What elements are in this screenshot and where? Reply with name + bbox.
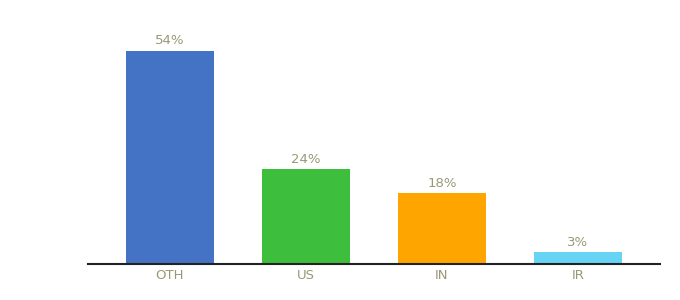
Bar xyxy=(262,169,350,264)
Bar xyxy=(534,252,622,264)
Text: 54%: 54% xyxy=(155,34,185,47)
Text: 3%: 3% xyxy=(567,236,589,249)
Bar xyxy=(398,193,486,264)
Text: 24%: 24% xyxy=(291,153,321,166)
Text: 18%: 18% xyxy=(427,177,457,190)
Bar xyxy=(126,51,214,264)
